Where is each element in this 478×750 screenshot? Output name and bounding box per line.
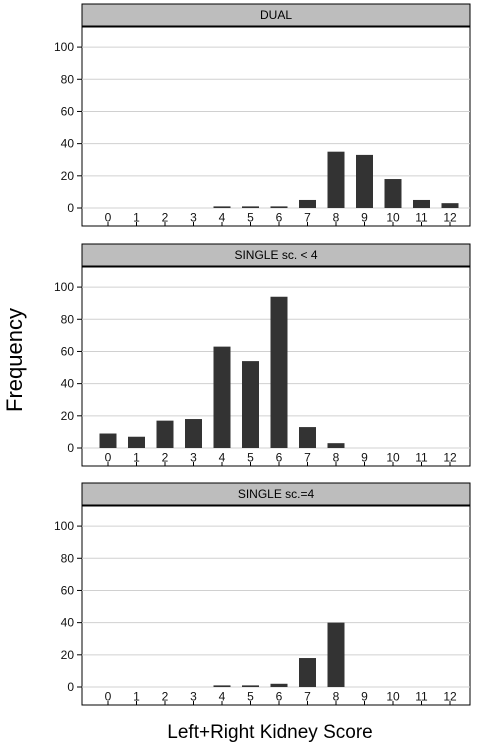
x-tick-label: 6 — [276, 451, 283, 465]
x-tick-label: 12 — [443, 211, 457, 225]
bar — [99, 433, 117, 448]
bar — [185, 419, 202, 448]
x-tick-label: 10 — [386, 211, 400, 225]
y-tick-label: 20 — [61, 169, 75, 183]
y-tick-label: 20 — [61, 409, 75, 423]
bar — [441, 203, 459, 208]
x-tick-label: 12 — [443, 451, 457, 465]
bar — [156, 420, 174, 448]
x-tick-label: 4 — [219, 211, 226, 225]
x-tick-label: 11 — [415, 690, 428, 704]
y-tick-label: 0 — [67, 201, 74, 215]
y-tick-label: 40 — [61, 616, 75, 630]
x-tick-label: 4 — [219, 690, 226, 704]
bar — [384, 179, 402, 208]
y-tick-label: 80 — [61, 312, 75, 326]
plot-frame — [81, 505, 471, 706]
bar — [128, 436, 145, 448]
bar — [327, 622, 345, 687]
bar — [299, 658, 316, 687]
x-tick-label: 9 — [361, 211, 368, 225]
plot-frame — [81, 26, 471, 227]
bar — [270, 683, 288, 687]
y-tick-label: 100 — [54, 280, 74, 294]
x-tick-label: 6 — [276, 690, 283, 704]
x-tick-label: 7 — [304, 690, 311, 704]
y-tick-label: 40 — [61, 137, 75, 151]
x-tick-label: 9 — [361, 690, 368, 704]
y-tick-label: 60 — [61, 583, 75, 597]
y-tick-label: 80 — [61, 72, 75, 86]
x-tick-label: 10 — [386, 690, 400, 704]
x-tick-label: 7 — [304, 211, 311, 225]
bar — [270, 296, 288, 448]
x-tick-label: 0 — [105, 690, 112, 704]
x-tick-label: 8 — [333, 690, 340, 704]
bar — [270, 206, 288, 208]
x-tick-label: 4 — [219, 451, 226, 465]
bar — [242, 685, 259, 687]
bar — [213, 346, 231, 448]
x-tick-label: 0 — [105, 211, 112, 225]
x-tick-label: 5 — [247, 690, 254, 704]
bar — [213, 685, 231, 687]
panel-strip — [81, 482, 471, 506]
bar — [413, 199, 430, 208]
y-tick-label: 0 — [67, 441, 74, 455]
x-tick-label: 6 — [276, 211, 283, 225]
panel-title: SINGLE sc. < 4 — [234, 248, 317, 262]
x-tick-label: 9 — [361, 451, 368, 465]
x-tick-label: 12 — [443, 690, 457, 704]
y-tick-label: 20 — [61, 648, 75, 662]
x-tick-label: 5 — [247, 451, 254, 465]
panel-strip — [81, 243, 471, 267]
x-tick-label: 1 — [133, 451, 140, 465]
bar — [327, 151, 345, 208]
x-tick-label: 7 — [304, 451, 311, 465]
x-tick-label: 2 — [162, 451, 169, 465]
x-tick-label: 3 — [190, 211, 197, 225]
x-tick-label: 1 — [133, 690, 140, 704]
panel-title: DUAL — [260, 8, 292, 22]
bar — [299, 199, 316, 208]
x-tick-label: 0 — [105, 451, 112, 465]
bar — [242, 206, 259, 208]
y-tick-label: 100 — [54, 40, 74, 54]
y-tick-label: 60 — [61, 344, 75, 358]
x-tick-label: 1 — [133, 211, 140, 225]
x-tick-label: 2 — [162, 211, 169, 225]
x-tick-label: 3 — [190, 451, 197, 465]
bar — [213, 206, 231, 208]
x-tick-label: 8 — [333, 211, 340, 225]
x-axis-title: Left+Right Kidney Score — [167, 722, 372, 743]
bar — [327, 443, 345, 448]
bar — [299, 427, 316, 448]
bar — [356, 154, 373, 208]
y-tick-label: 40 — [61, 377, 75, 391]
panel-strip — [81, 3, 471, 27]
x-tick-label: 8 — [333, 451, 340, 465]
x-tick-label: 11 — [415, 451, 428, 465]
x-tick-label: 3 — [190, 690, 197, 704]
y-tick-label: 80 — [61, 551, 75, 565]
bar — [242, 361, 259, 448]
y-tick-label: 0 — [67, 680, 74, 694]
y-tick-label: 60 — [61, 104, 75, 118]
x-tick-label: 5 — [247, 211, 254, 225]
y-axis-title: Frequency — [2, 308, 27, 412]
panel-title: SINGLE sc.=4 — [238, 487, 315, 501]
x-tick-label: 10 — [386, 451, 400, 465]
x-tick-label: 11 — [415, 211, 428, 225]
y-tick-label: 100 — [54, 519, 74, 533]
x-tick-label: 2 — [162, 690, 169, 704]
